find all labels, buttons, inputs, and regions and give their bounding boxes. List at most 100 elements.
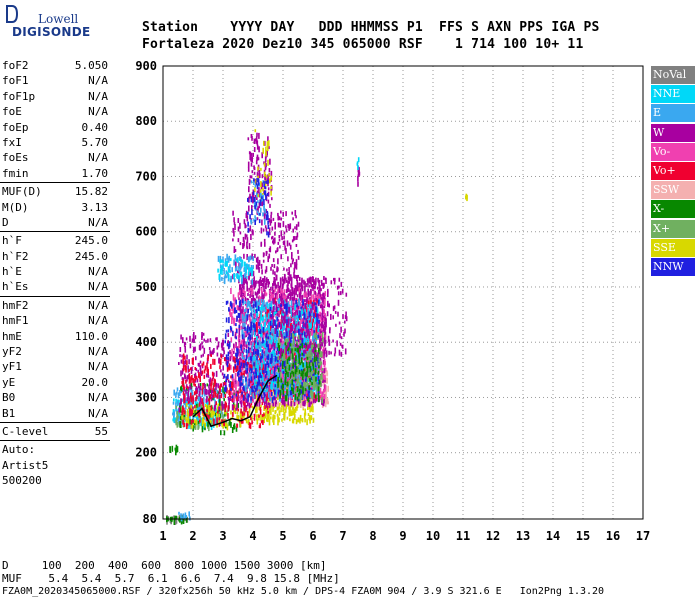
grid-dot bbox=[167, 175, 168, 177]
grid-dot bbox=[552, 410, 554, 411]
grid-dot bbox=[282, 430, 284, 431]
grid-dot bbox=[372, 386, 374, 387]
grid-dot bbox=[342, 170, 344, 171]
grid-dot bbox=[367, 341, 368, 343]
grid-dot bbox=[551, 120, 552, 122]
grid-dot bbox=[402, 378, 404, 379]
echo-point-w bbox=[298, 282, 300, 288]
grid-dot bbox=[312, 250, 314, 251]
grid-dot bbox=[192, 514, 194, 515]
grid-dot bbox=[282, 414, 284, 415]
grid-dot bbox=[372, 86, 374, 87]
grid-dot bbox=[492, 314, 494, 315]
echo-point-w bbox=[217, 383, 220, 389]
echo-point-e bbox=[186, 391, 188, 396]
grid-dot bbox=[372, 202, 374, 203]
grid-dot bbox=[342, 210, 344, 211]
grid-dot bbox=[222, 330, 224, 331]
parameter-label: fxI bbox=[2, 135, 22, 149]
grid-dot bbox=[462, 242, 464, 243]
grid-dot bbox=[551, 452, 552, 454]
grid-dot bbox=[372, 330, 374, 331]
grid-dot bbox=[211, 231, 212, 233]
grid-dot bbox=[192, 70, 194, 71]
grid-dot bbox=[463, 231, 464, 233]
grid-dot bbox=[192, 262, 194, 263]
grid-dot bbox=[552, 442, 554, 443]
echo-point-w bbox=[221, 372, 224, 376]
echo-point-sse bbox=[216, 406, 219, 413]
grid-dot bbox=[312, 162, 314, 163]
grid-dot bbox=[522, 362, 524, 363]
parameter-value: N/A bbox=[88, 360, 108, 374]
grid-dot bbox=[342, 214, 344, 215]
echo-point-w bbox=[189, 343, 192, 349]
grid-dot bbox=[479, 341, 480, 343]
grid-dot bbox=[372, 346, 374, 347]
grid-dot bbox=[612, 370, 614, 371]
grid-dot bbox=[631, 120, 632, 122]
grid-dot bbox=[612, 346, 614, 347]
grid-dot bbox=[432, 294, 434, 295]
echo-points bbox=[166, 129, 468, 525]
echo-point-w bbox=[211, 389, 213, 396]
grid-dot bbox=[192, 286, 194, 287]
grid-dot bbox=[312, 102, 314, 103]
grid-dot bbox=[475, 120, 476, 122]
grid-dot bbox=[571, 396, 572, 398]
grid-dot bbox=[342, 350, 344, 351]
grid-dot bbox=[462, 238, 464, 239]
grid-dot bbox=[579, 396, 580, 398]
grid-dot bbox=[372, 118, 374, 119]
grid-dot bbox=[599, 175, 600, 177]
grid-dot bbox=[462, 322, 464, 323]
grid-dot bbox=[462, 258, 464, 259]
grid-dot bbox=[375, 231, 376, 233]
grid-dot bbox=[432, 138, 434, 139]
grid-dot bbox=[402, 326, 404, 327]
grid-dot bbox=[582, 358, 584, 359]
grid-dot bbox=[215, 396, 216, 398]
grid-dot bbox=[207, 452, 208, 454]
grid-dot bbox=[432, 134, 434, 135]
grid-dot bbox=[315, 452, 316, 454]
grid-dot bbox=[582, 474, 584, 475]
grid-dot bbox=[462, 374, 464, 375]
grid-dot bbox=[432, 478, 434, 479]
grid-dot bbox=[372, 510, 374, 511]
grid-dot bbox=[207, 286, 208, 288]
grid-dot bbox=[552, 406, 554, 407]
echo-point-x bbox=[225, 419, 228, 426]
grid-dot bbox=[402, 426, 404, 427]
grid-dot bbox=[192, 506, 194, 507]
grid-dot bbox=[552, 98, 554, 99]
grid-dot bbox=[522, 454, 524, 455]
grid-dot bbox=[252, 130, 254, 131]
grid-dot bbox=[432, 198, 434, 199]
grid-dot bbox=[207, 175, 208, 177]
grid-dot bbox=[599, 396, 600, 398]
grid-dot bbox=[612, 98, 614, 99]
grid-dot bbox=[582, 478, 584, 479]
grid-dot bbox=[462, 366, 464, 367]
grid-dot bbox=[402, 434, 404, 435]
grid-dot bbox=[559, 286, 560, 288]
echo-point-sse bbox=[283, 411, 285, 416]
grid-dot bbox=[402, 170, 404, 171]
grid-dot bbox=[192, 134, 194, 135]
grid-dot bbox=[371, 120, 372, 122]
parameter-label: foEp bbox=[2, 120, 29, 134]
grid-dot bbox=[475, 396, 476, 398]
grid-dot bbox=[251, 120, 252, 122]
grid-dot bbox=[462, 394, 464, 395]
grid-dot bbox=[579, 120, 580, 122]
echo-point-w bbox=[269, 313, 271, 317]
echo-point-w bbox=[199, 360, 202, 364]
grid-dot bbox=[282, 194, 284, 195]
grid-dot bbox=[492, 122, 494, 123]
grid-dot bbox=[522, 326, 524, 327]
grid-dot bbox=[552, 158, 554, 159]
grid-dot bbox=[383, 452, 384, 454]
grid-dot bbox=[462, 278, 464, 279]
grid-dot bbox=[522, 102, 524, 103]
